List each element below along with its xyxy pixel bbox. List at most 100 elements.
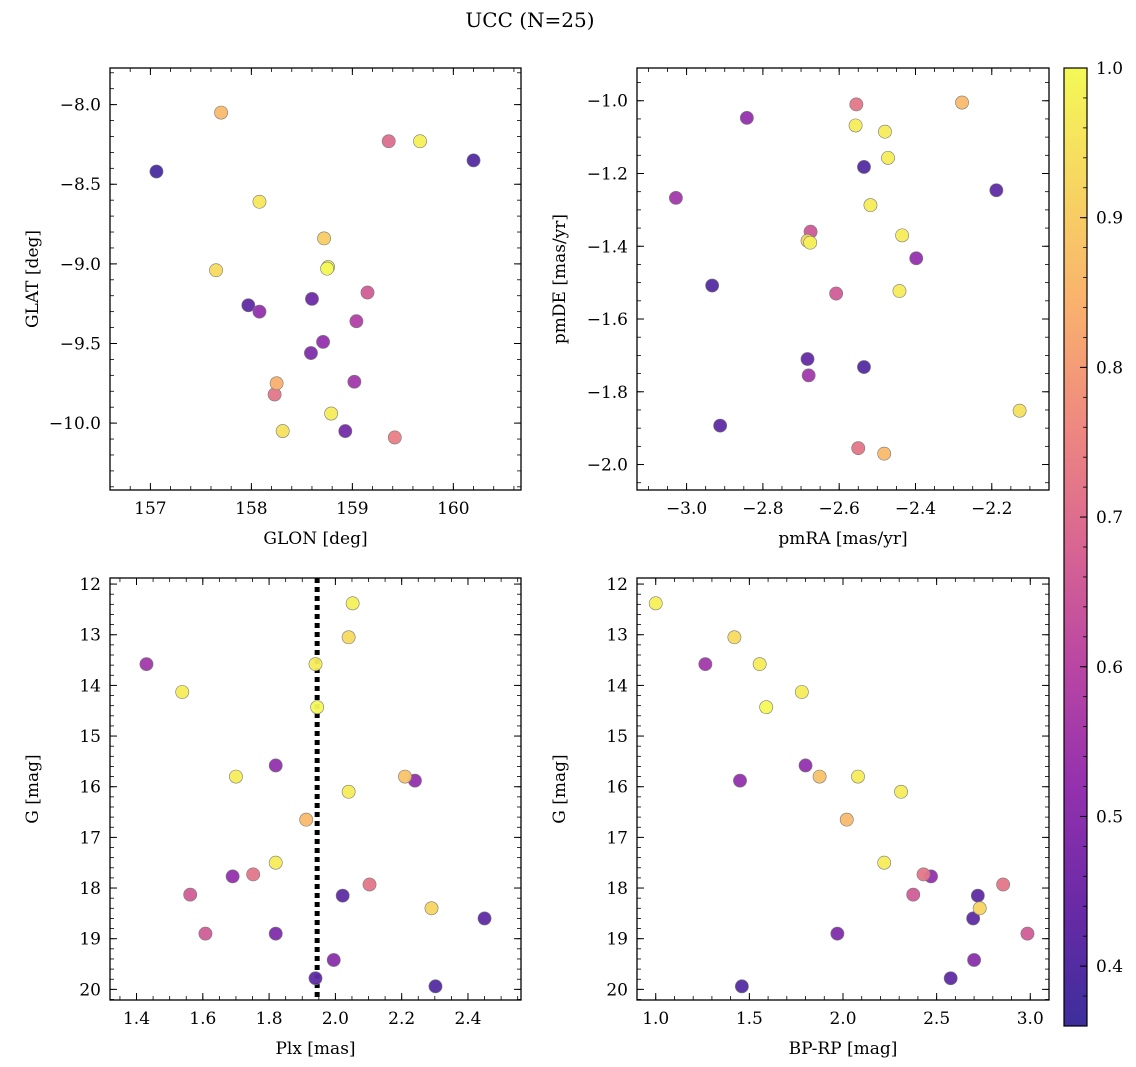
scatter-point: [996, 877, 1011, 892]
scatter-point: [269, 376, 284, 391]
scatter-point: [335, 888, 350, 903]
scatter-point: [669, 190, 683, 205]
scatter-point: [812, 769, 827, 784]
scatter-point: [424, 901, 439, 916]
y-axis-label: GLAT [deg]: [23, 230, 43, 328]
y-tick-label: 15: [79, 727, 101, 747]
x-tick-label: −2.8: [742, 499, 783, 519]
x-tick-label: −2.2: [971, 499, 1012, 519]
y-tick-label: 20: [606, 980, 628, 1000]
scatter-point: [894, 784, 908, 799]
scatter-point: [1020, 926, 1035, 941]
x-tick-label: 3.0: [1017, 1009, 1044, 1029]
scatter-point: [966, 911, 981, 926]
scatter-point: [387, 430, 402, 445]
scatter-point: [198, 926, 213, 941]
x-tick-label: 2.5: [923, 1009, 950, 1029]
scatter-point: [252, 194, 267, 209]
scatter-point: [892, 284, 907, 298]
scatter-point: [341, 784, 356, 799]
x-tick-label: 1.0: [642, 1009, 669, 1029]
scatter-point: [268, 926, 283, 941]
y-tick-label: 14: [606, 676, 628, 696]
y-tick-label: 19: [606, 930, 628, 950]
panel-plx-g: 1.4 1.6 1.8 2.0 2.2 2.4 12 13 14 15 16 17 18 19 20 Plx …: [23, 575, 522, 1059]
scatter-point: [316, 335, 330, 349]
y-tick-label: 13: [606, 626, 628, 646]
x-tick-label: 2.4: [454, 1009, 481, 1029]
colorbar-tick-label: 0.9: [1096, 209, 1123, 229]
scatter-point: [801, 368, 816, 383]
y-tick-label: 18: [606, 879, 628, 899]
scatter-point: [727, 630, 742, 645]
figure-title: UCC (N=25): [465, 8, 594, 32]
scatter-point: [943, 971, 958, 986]
scatter-point: [466, 153, 481, 168]
scatter-point: [829, 286, 844, 301]
scatter-point: [698, 657, 713, 672]
y-axis-label: G [mag]: [550, 754, 570, 823]
scatter-point: [1012, 403, 1027, 418]
x-axis-label: BP-RP [mag]: [789, 1039, 898, 1059]
x-tick-label: 159: [336, 499, 368, 519]
x-tick-label: 2.0: [829, 1009, 856, 1029]
y-tick-label: 13: [79, 626, 101, 646]
scatter-point: [381, 134, 396, 149]
y-tick-label: −2.0: [587, 456, 628, 476]
y-tick-label: 16: [606, 778, 628, 798]
x-tick-label: 1.6: [189, 1009, 216, 1029]
scatter-point: [857, 160, 871, 174]
y-axis-label: G [mag]: [23, 754, 43, 823]
scatter-point: [252, 304, 267, 319]
y-tick-label: −1.4: [587, 237, 628, 257]
scatter-point: [268, 758, 283, 773]
panel-bprp-g: 1.0 1.5 2.0 2.5 3.0 12 13 14 15 16 17 18 19 20 BP-RP […: [550, 575, 1050, 1059]
x-tick-label: −2.6: [819, 499, 860, 519]
scatter-point: [733, 773, 747, 788]
y-tick-label: 19: [79, 930, 101, 950]
scatter-point: [477, 911, 492, 926]
scatter-point: [881, 150, 895, 165]
scatter-point: [320, 261, 335, 276]
scatter-point: [848, 118, 863, 133]
scatter-point: [341, 630, 356, 645]
panel-glon-glat: 157 158 159 160 −8.0 −8.5 −9.0 −9.5 −10.0 GLON [d…: [23, 67, 522, 549]
scatter-point: [849, 97, 864, 112]
scatter-point: [398, 769, 412, 784]
scatter-point: [139, 657, 154, 672]
y-tick-label: 15: [606, 727, 628, 747]
scatter-point: [713, 418, 728, 433]
scatter-point: [225, 869, 240, 884]
scatter-point: [308, 971, 323, 986]
scatter-point: [305, 292, 319, 306]
y-tick-label: 18: [79, 879, 101, 899]
scatter-point: [877, 446, 892, 461]
x-tick-label: 1.4: [123, 1009, 150, 1029]
colorbar-tick-label: 0.5: [1096, 807, 1123, 827]
scatter-point: [345, 596, 360, 611]
scatter-point: [304, 346, 318, 360]
scatter-point: [360, 285, 375, 300]
scatter-point: [739, 110, 754, 125]
scatter-point: [803, 235, 818, 250]
scatter-point: [268, 855, 283, 870]
scatter-point: [310, 700, 325, 715]
scatter-point: [989, 183, 1004, 198]
scatter-point: [349, 314, 364, 329]
x-tick-label: 2.0: [322, 1009, 349, 1029]
colorbar-tick-label: 0.8: [1096, 358, 1123, 378]
scatter-point: [705, 278, 720, 293]
x-axis-label: GLON [deg]: [263, 529, 367, 549]
scatter-point: [241, 298, 256, 313]
y-tick-label: 12: [606, 575, 628, 595]
x-tick-label: 160: [437, 499, 469, 519]
x-tick-label: 157: [134, 499, 166, 519]
scatter-point: [428, 979, 443, 994]
y-tick-label: −1.6: [587, 310, 628, 330]
colorbar-tick-label: 0.4: [1096, 957, 1123, 977]
scatter-point: [209, 263, 223, 278]
scatter-point: [347, 374, 362, 389]
y-tick-label: −1.2: [587, 165, 628, 185]
y-tick-label: −8.5: [60, 175, 101, 195]
